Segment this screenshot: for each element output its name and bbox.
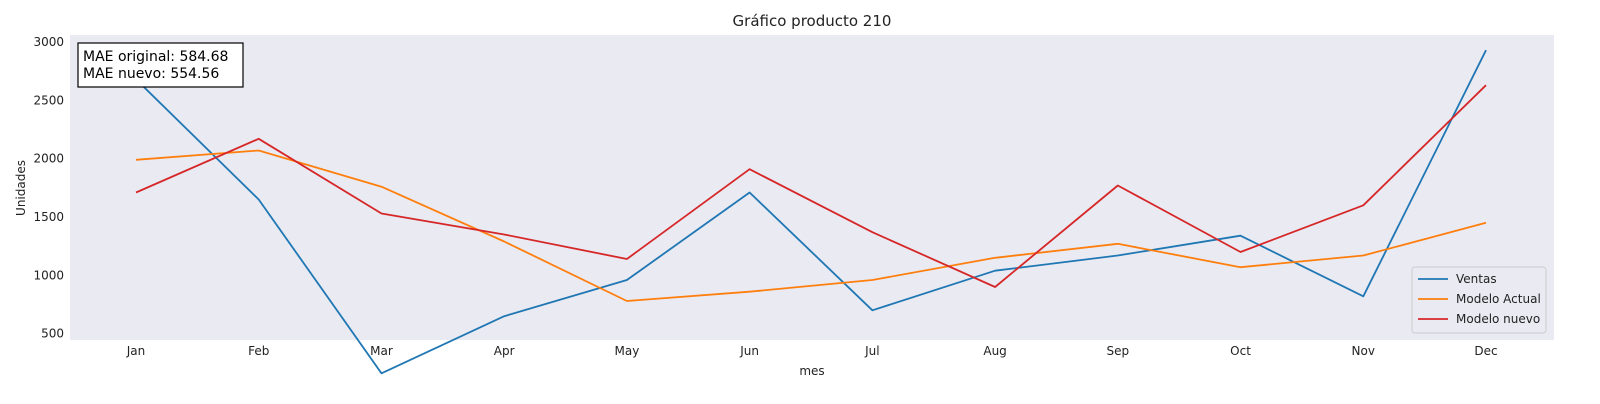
legend-label: Ventas xyxy=(1456,272,1497,286)
mae-annotation-box xyxy=(77,42,244,88)
x-tick-label: Feb xyxy=(248,344,269,358)
x-tick-label: Sep xyxy=(1107,344,1130,358)
x-tick-label: May xyxy=(615,344,640,358)
y-tick-label: 3000 xyxy=(33,35,64,49)
y-tick-label: 2500 xyxy=(33,93,64,107)
y-tick-labels: 500 1000 1500 2000 2500 3000 xyxy=(33,35,64,341)
series-line-modelo-nuevo xyxy=(135,84,1487,288)
x-tick-labels: Jan Feb Mar Apr May Jun Jul Aug Sep Oct Nov Dec xyxy=(126,344,1498,358)
plot-area xyxy=(70,35,1554,340)
series-lines xyxy=(135,49,1487,375)
x-axis-label: mes xyxy=(799,364,824,378)
mae-nuevo-text: MAE nuevo: 554.56 xyxy=(83,66,219,82)
x-tick-label: Oct xyxy=(1230,344,1251,358)
y-tick-label: 500 xyxy=(41,327,64,341)
legend-label: Modelo Actual xyxy=(1456,292,1541,306)
x-tick-label: Jun xyxy=(739,344,759,358)
x-tick-label: Jul xyxy=(864,344,879,358)
legend-box xyxy=(1411,266,1547,334)
y-tick-label: 1000 xyxy=(33,268,64,282)
x-tick-label: Dec xyxy=(1474,344,1497,358)
y-tick-label: 2000 xyxy=(33,152,64,166)
x-tick-label: Apr xyxy=(494,344,515,358)
y-axis-label: Unidades xyxy=(14,160,28,216)
legend-label: Modelo nuevo xyxy=(1456,312,1540,326)
x-tick-label: Jan xyxy=(126,344,146,358)
mae-annotation: MAE original: 584.68 MAE nuevo: 554.56 xyxy=(77,42,244,88)
series-line-modelo-actual xyxy=(135,149,1487,302)
mae-original-text: MAE original: 584.68 xyxy=(83,49,228,65)
x-tick-label: Aug xyxy=(983,344,1006,358)
x-tick-label: Nov xyxy=(1352,344,1375,358)
legend: Ventas Modelo Actual Modelo nuevo xyxy=(1411,266,1547,334)
x-tick-label: Mar xyxy=(370,344,393,358)
chart-title: Gráfico producto 210 xyxy=(733,12,892,30)
series-line-ventas xyxy=(135,49,1487,375)
y-tick-label: 1500 xyxy=(33,210,64,224)
